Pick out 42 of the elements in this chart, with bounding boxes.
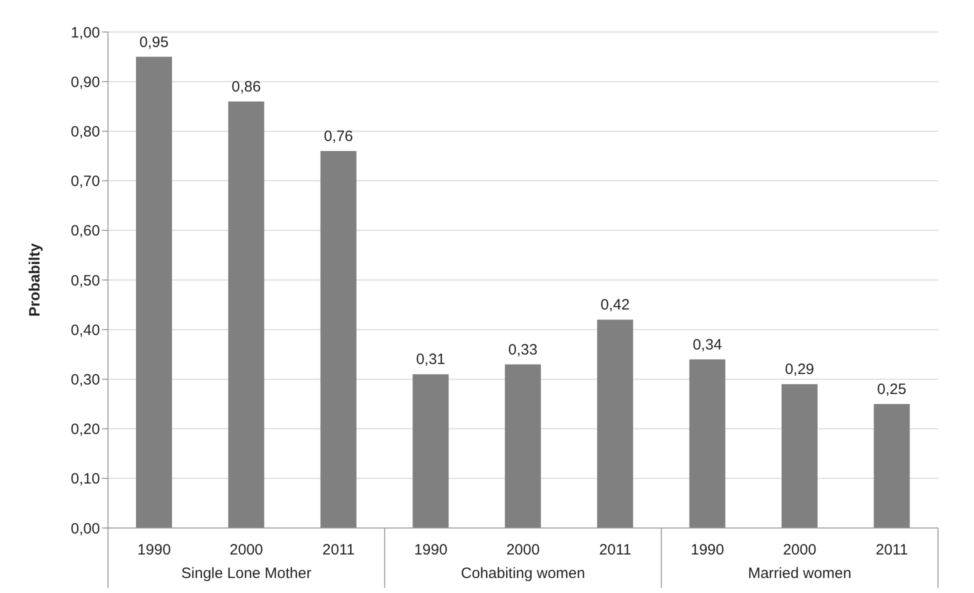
x-tick-label: 2011 <box>876 542 908 559</box>
y-tick-label: 0,60 <box>70 222 100 240</box>
bar <box>136 56 172 528</box>
data-label: 0,86 <box>232 78 261 96</box>
data-label: 0,29 <box>784 361 814 378</box>
data-label: 0,76 <box>324 128 354 146</box>
x-tick-label: 1990 <box>137 542 171 559</box>
data-label: 0,25 <box>877 381 906 398</box>
y-tick-label: 0,30 <box>70 372 100 389</box>
bar <box>874 404 910 528</box>
bar <box>782 384 818 528</box>
text: Married women <box>748 565 852 582</box>
bar <box>689 359 726 528</box>
bar <box>597 320 634 528</box>
text: Single Lone Mother <box>181 565 312 582</box>
x-tick-label: 2000 <box>782 542 816 559</box>
x-tick-label: 2000 <box>506 542 540 559</box>
x-tick-label: 1990 <box>690 542 724 559</box>
y-tick-label: 0,10 <box>70 470 100 488</box>
y-tick-label: 0,90 <box>70 74 100 91</box>
data-label: 0,34 <box>692 336 722 354</box>
y-tick-label: 0,80 <box>70 124 100 141</box>
data-label: 0,42 <box>600 296 630 314</box>
y-tick-label: 0,40 <box>70 322 100 339</box>
bar <box>320 151 356 528</box>
x-tick-label: 1990 <box>414 542 448 559</box>
y-tick-label: 0,00 <box>70 520 100 538</box>
data-label: 0,95 <box>139 34 169 51</box>
y-axis-title: Probabilty <box>26 242 44 317</box>
y-tick-label: 0,50 <box>70 272 100 290</box>
x-tick-label: 2011 <box>322 542 355 559</box>
x-tick-label: 2000 <box>230 542 264 559</box>
y-tick-label: 0,20 <box>70 421 100 438</box>
text: Cohabiting women <box>460 565 586 582</box>
bar <box>504 364 541 528</box>
bar <box>412 374 449 528</box>
bar <box>228 101 264 528</box>
data-label: 0,31 <box>416 351 446 368</box>
y-tick-label: 1,00 <box>70 24 100 42</box>
y-tick-label: 0,70 <box>70 173 100 190</box>
x-tick-label: 2011 <box>599 542 632 559</box>
data-label: 0,33 <box>508 341 538 358</box>
